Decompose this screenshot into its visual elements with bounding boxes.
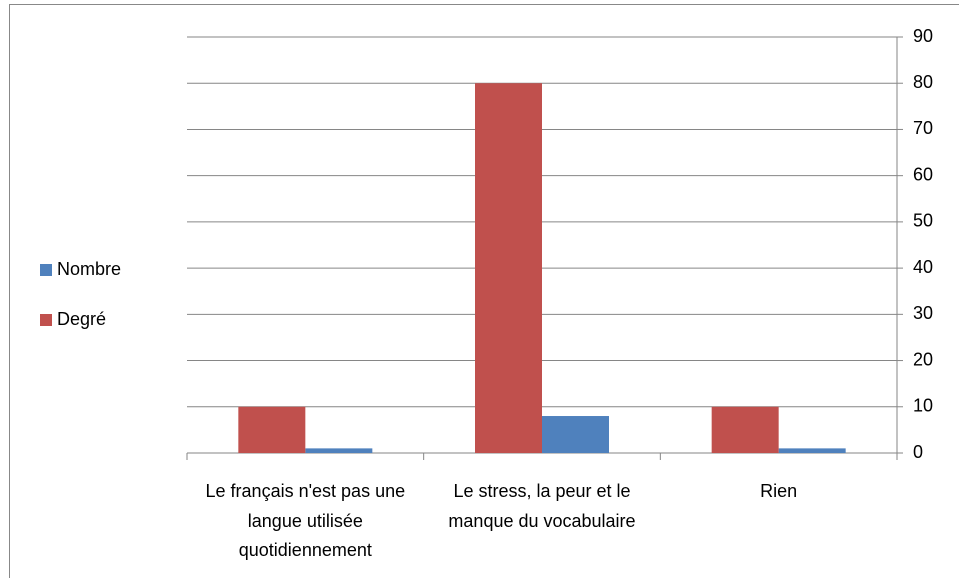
y-tick-label: 0	[913, 442, 923, 462]
legend-swatch	[40, 264, 52, 276]
y-tick-label: 30	[913, 303, 933, 323]
x-tick-label: Le français n'est pas une langue utilisé…	[205, 481, 406, 560]
bar	[238, 406, 306, 453]
y-tick-label: 40	[913, 257, 933, 277]
y-tick-label: 80	[913, 72, 933, 92]
y-tick-label: 90	[913, 26, 933, 46]
bar	[475, 83, 542, 453]
bar	[711, 406, 779, 453]
y-tick-label: 20	[913, 349, 933, 369]
bar	[542, 416, 609, 453]
bar	[305, 448, 373, 453]
x-tick-label: Le stress, la peur et le manque du vocab…	[448, 481, 636, 531]
y-tick-label: 50	[913, 211, 933, 231]
y-tick-label: 70	[913, 118, 933, 138]
y-tick-label: 10	[913, 396, 933, 416]
bar	[778, 448, 846, 453]
legend-swatch	[40, 314, 52, 326]
y-tick-label: 60	[913, 164, 933, 184]
x-tick-label: Rien	[760, 481, 798, 501]
legend-label: Degré	[57, 309, 106, 329]
legend-label: Nombre	[57, 259, 121, 279]
